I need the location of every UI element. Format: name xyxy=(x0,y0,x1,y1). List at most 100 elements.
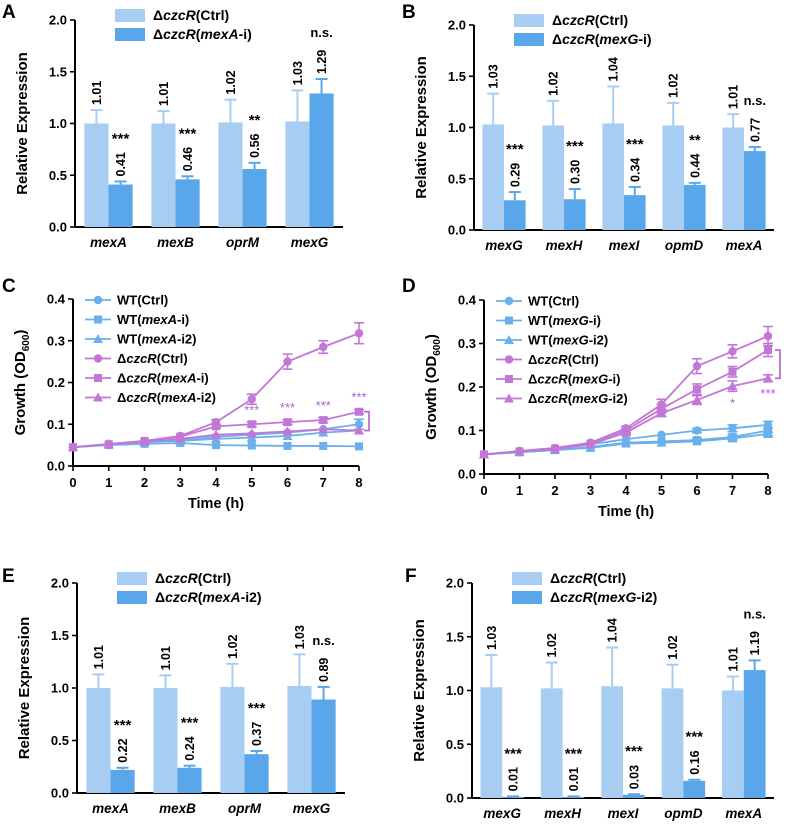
y-axis-label: Relative Expression xyxy=(413,56,430,199)
value-label: 0.22 xyxy=(116,738,130,762)
x-tick-label: 0 xyxy=(69,475,76,490)
category-label: oprM xyxy=(228,801,262,816)
bar xyxy=(151,123,176,227)
bar xyxy=(744,151,766,230)
value-label: 0.03 xyxy=(627,765,641,789)
bar xyxy=(309,93,334,227)
data-point xyxy=(283,357,292,366)
value-label: 1.02 xyxy=(224,70,238,94)
legend-label: ΔczcR(mexG-i) xyxy=(552,31,652,47)
y-axis-label: Growth (OD600) xyxy=(423,334,443,440)
bar xyxy=(153,688,178,793)
significance-label: n.s. xyxy=(310,25,332,40)
bar xyxy=(722,690,744,798)
legend-swatch xyxy=(512,591,542,604)
x-tick-label: 1 xyxy=(516,483,523,498)
significance-label: *** xyxy=(760,386,775,401)
significance-label: n.s. xyxy=(312,633,334,648)
significance-label: *** xyxy=(179,125,197,142)
panel-label: E xyxy=(2,566,15,587)
category-label: mexA xyxy=(725,806,762,821)
data-point xyxy=(93,334,103,343)
data-point xyxy=(94,374,102,382)
bar xyxy=(244,754,269,793)
legend-label: ΔczcR(mexA-i) xyxy=(153,26,252,42)
data-point xyxy=(211,429,221,439)
value-label: 1.02 xyxy=(545,633,559,657)
bar xyxy=(624,195,646,230)
value-label: 0.37 xyxy=(250,722,264,746)
category-label: opmD xyxy=(664,806,702,821)
value-label: 0.29 xyxy=(508,163,522,187)
panel-label: D xyxy=(402,276,416,297)
y-tick-label: 0.4 xyxy=(47,292,66,307)
legend-label: ΔczcR(mexG-i2) xyxy=(550,589,657,605)
bar-chart-B: B 0.0 0.5 1.0 1.5 2.0 Relative Expression 1.03 0… xyxy=(402,2,774,253)
category-label: mexB xyxy=(159,801,196,816)
data-point xyxy=(692,426,702,435)
category-label: mexG xyxy=(293,801,331,816)
x-tick-label: 4 xyxy=(212,475,220,490)
bar xyxy=(108,184,133,227)
data-point xyxy=(282,430,293,440)
significance-label: *** xyxy=(625,743,643,760)
data-point xyxy=(504,393,514,403)
bar xyxy=(242,169,267,227)
y-tick-label: 0.1 xyxy=(47,417,65,432)
significance-label: *** xyxy=(565,745,583,762)
bar xyxy=(564,199,586,230)
data-point xyxy=(93,295,103,305)
x-tick-label: 7 xyxy=(320,475,327,490)
data-point xyxy=(727,433,738,443)
bar xyxy=(285,121,310,227)
data-point xyxy=(354,420,364,429)
category-label: mexH xyxy=(546,238,583,253)
data-point xyxy=(247,420,256,429)
value-label: 1.03 xyxy=(293,625,307,649)
significance-label: *** xyxy=(244,402,259,417)
y-tick-label: 1.0 xyxy=(446,683,464,698)
data-point xyxy=(68,442,78,452)
panel-label: C xyxy=(2,276,16,297)
value-label: 0.89 xyxy=(317,658,331,682)
x-tick-label: 5 xyxy=(658,483,665,498)
legend-swatch xyxy=(117,572,147,585)
significance-bracket xyxy=(364,410,370,432)
y-tick-label: 0.2 xyxy=(458,380,476,395)
value-label: 0.01 xyxy=(507,767,521,791)
bar xyxy=(502,796,524,798)
value-label: 1.02 xyxy=(667,74,681,98)
x-tick-label: 8 xyxy=(764,483,771,498)
value-label: 0.77 xyxy=(748,118,762,142)
y-tick-label: 0.0 xyxy=(47,459,65,474)
x-tick-label: 6 xyxy=(284,475,291,490)
value-label: 0.46 xyxy=(181,147,195,171)
value-label: 0.01 xyxy=(567,767,581,791)
y-tick-label: 0.2 xyxy=(47,375,65,390)
bar xyxy=(218,122,243,227)
y-tick-label: 1.5 xyxy=(49,64,67,79)
panel-label: F xyxy=(405,566,417,587)
data-point xyxy=(103,439,114,449)
legend-label: WT(mexG-i) xyxy=(528,313,601,328)
data-point xyxy=(479,449,489,459)
bar xyxy=(601,686,623,798)
value-label: 1.01 xyxy=(157,82,171,106)
x-tick-label: 0 xyxy=(480,483,487,498)
y-axis-label: Growth (OD600) xyxy=(12,330,32,436)
y-axis-label: Relative Expression xyxy=(14,52,31,195)
legend-swatch xyxy=(115,9,145,22)
significance-bracket xyxy=(775,349,781,380)
y-tick-label: 0.0 xyxy=(49,220,67,235)
bar xyxy=(562,796,585,798)
data-point xyxy=(283,418,292,427)
line-chart-D: D 0.0 0.1 0.2 0.3 0.4 0 1 2 3 4 5 6 7 8 Time (h) Growth … xyxy=(402,276,781,520)
legend-label: ΔczcR(Ctrl) xyxy=(528,352,599,367)
data-point xyxy=(355,407,363,416)
category-label: mexG xyxy=(485,238,523,253)
bar xyxy=(177,767,202,793)
data-point xyxy=(175,433,186,443)
value-label: 0.24 xyxy=(183,736,197,760)
significance-label: ** xyxy=(249,112,261,129)
data-point xyxy=(319,342,328,352)
